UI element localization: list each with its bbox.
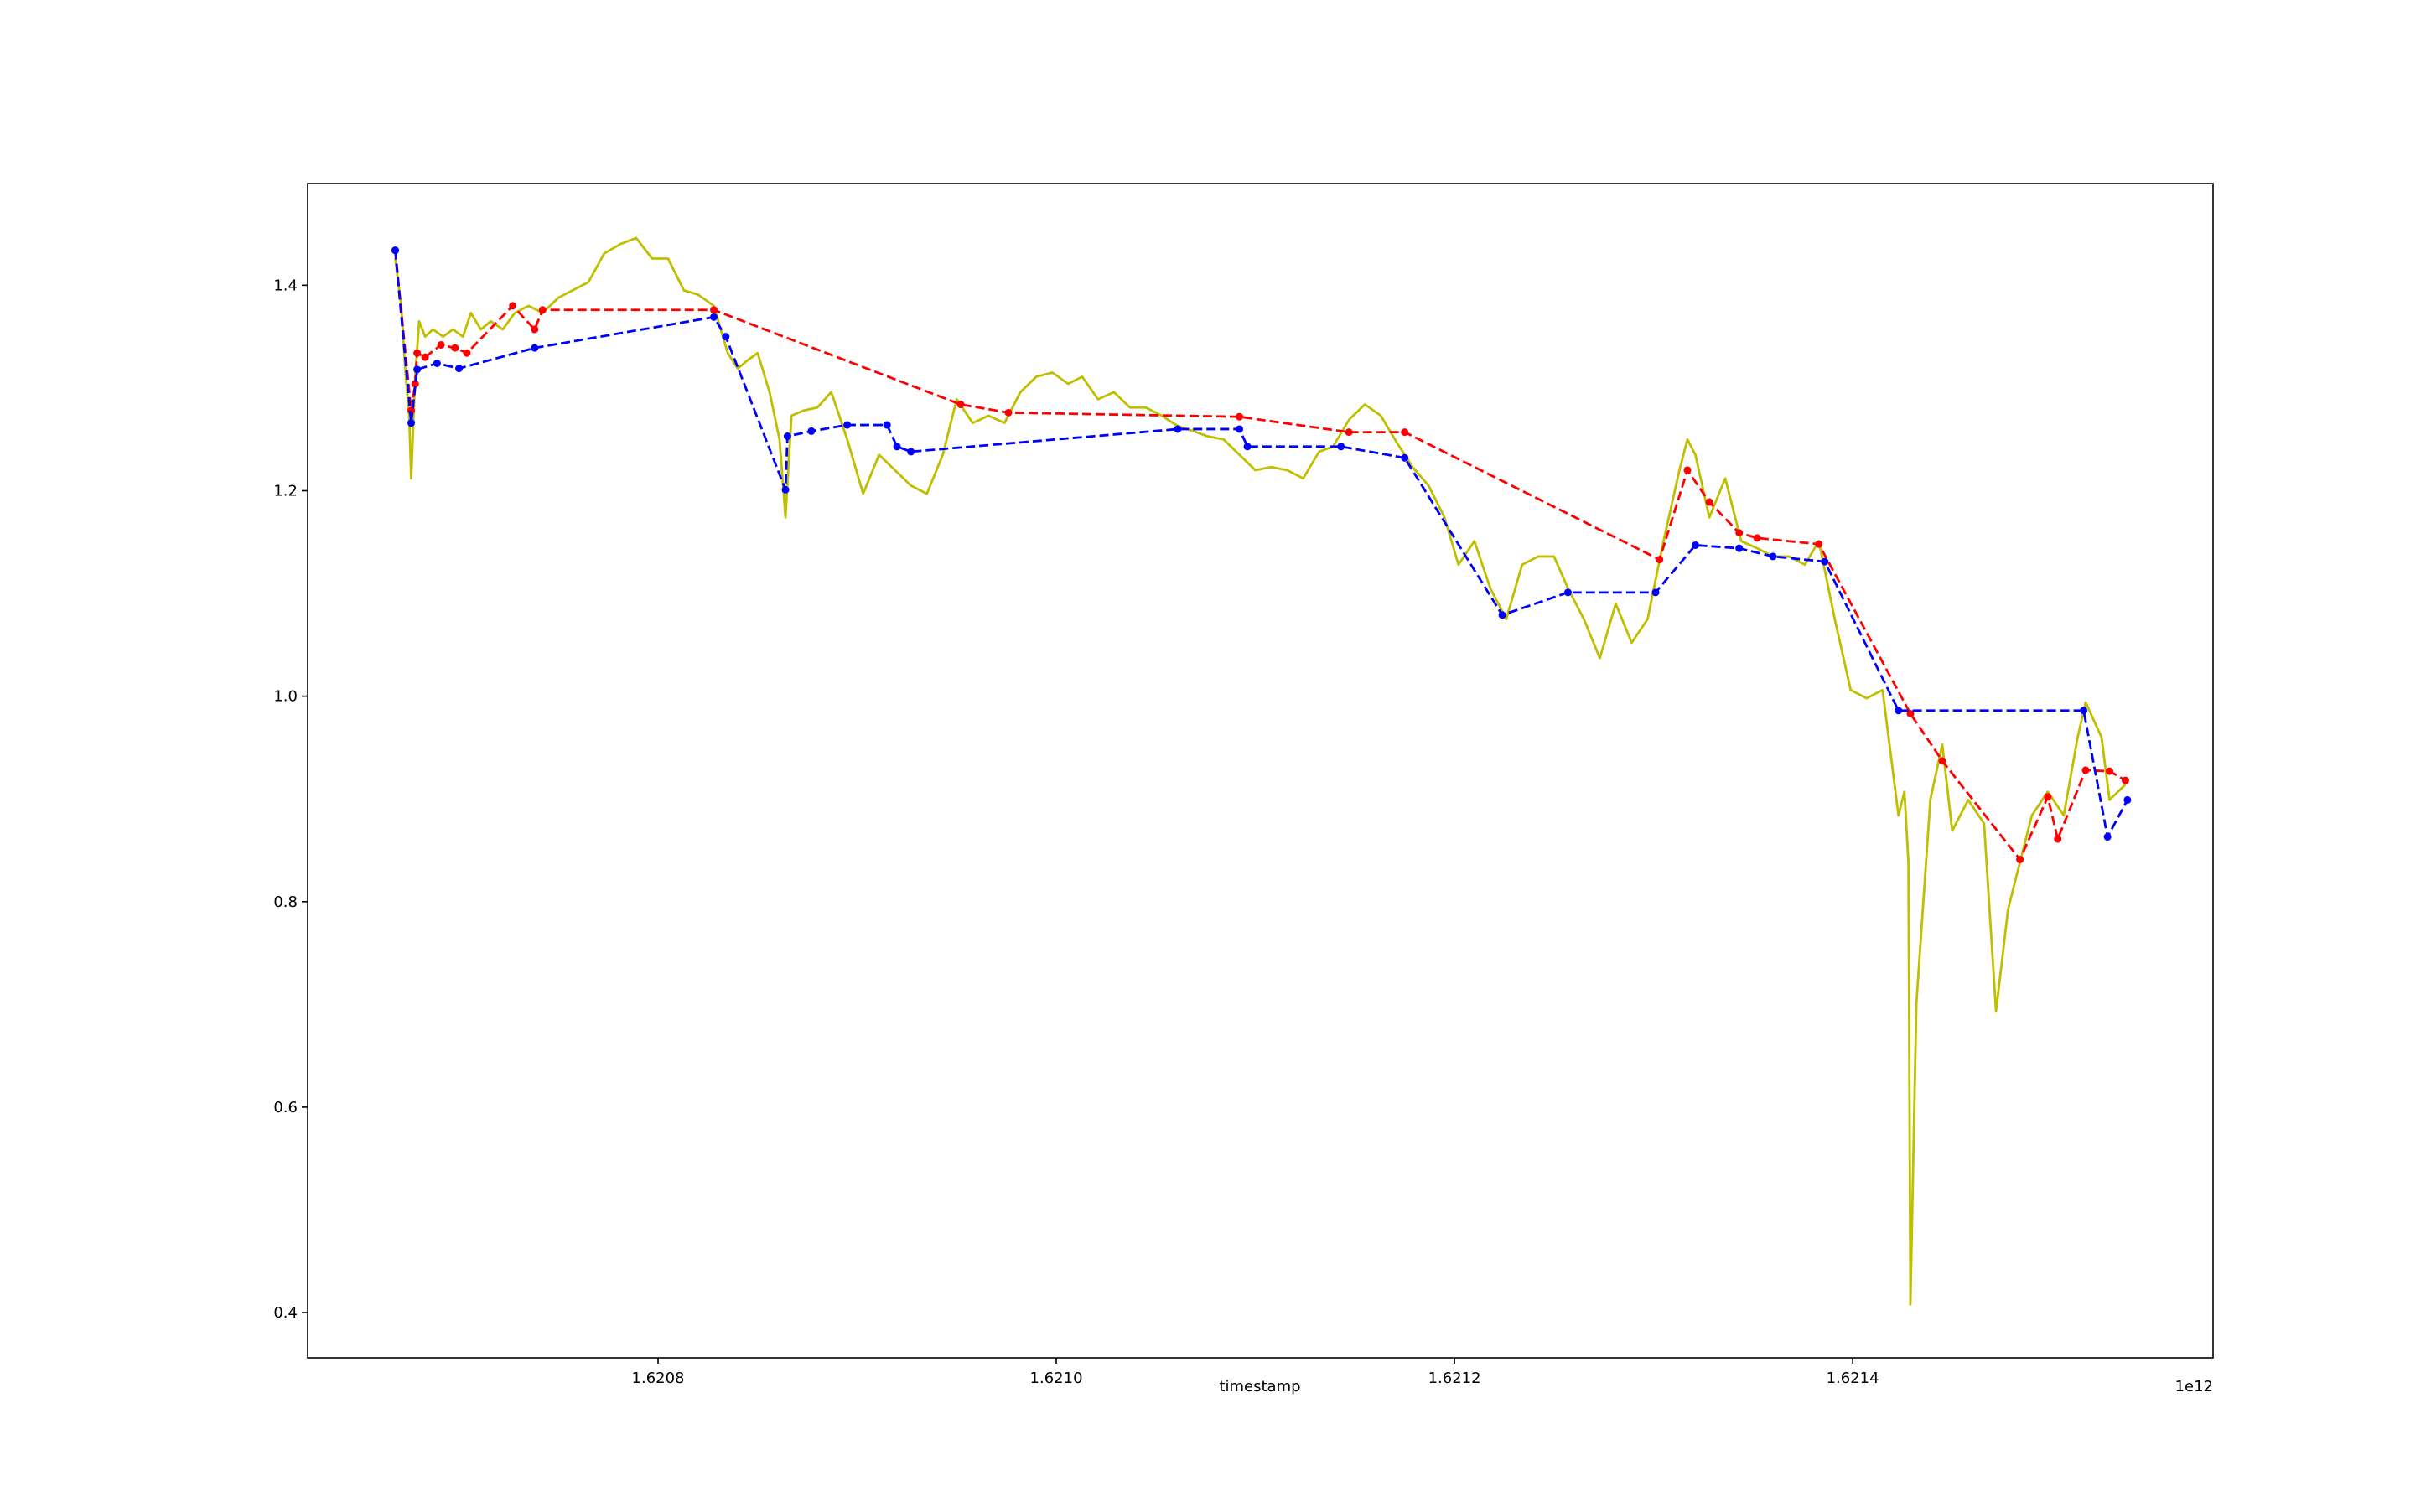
series-marker [1735,529,1744,537]
series-marker [2044,793,2052,801]
series-marker [463,349,471,357]
series-marker [1735,544,1744,552]
series-marker [531,325,539,334]
series-marker [433,360,441,368]
series-marker [1345,428,1353,437]
series-marker [413,365,422,374]
series-marker [538,306,547,314]
y-tick-label: 1.2 [273,482,298,500]
x-tick-label: 1.6212 [1428,1370,1481,1387]
y-tick-label: 1.0 [273,688,298,706]
y-tick-label: 0.6 [273,1099,298,1116]
series-marker [2103,833,2112,841]
series-marker [907,448,915,456]
x-tick-label: 1.6214 [1827,1370,1879,1387]
series-marker [1938,757,1946,765]
series-marker [722,333,730,341]
series-marker [1236,425,1244,433]
series-marker [1243,443,1252,451]
series-marker [1895,707,1903,715]
series-marker [1656,556,1664,564]
series-marker [783,432,791,441]
series-marker [1906,709,1915,717]
series-marker [1651,588,1660,597]
series-marker [807,427,816,435]
series-marker [883,421,891,429]
series-marker [455,365,464,373]
series-marker [421,353,429,361]
series-marker [710,306,718,314]
series-marker [2054,835,2062,843]
series-marker [1821,557,1829,566]
series-marker [2081,766,2090,774]
series-marker [956,401,965,409]
series-marker [1236,412,1244,421]
series-marker [531,344,539,352]
series-marker [1498,611,1506,619]
series-marker [1004,408,1013,417]
series-marker [451,344,459,352]
series-marker [2080,707,2088,715]
x-tick-label: 1.6210 [1030,1370,1083,1387]
series-line [394,236,2127,1306]
series-marker [1401,453,1409,462]
series-marker [2121,776,2129,784]
x-axis-label: timestamp [1219,1378,1300,1395]
x-offset-label: 1e12 [2175,1378,2213,1395]
series-marker [893,443,901,451]
series-marker [2123,795,2132,804]
y-tick-label: 0.8 [273,893,298,911]
series-marker [1769,552,1777,561]
series-marker [413,349,422,357]
series-marker [1174,425,1182,433]
series-marker [1337,443,1345,451]
series-marker [781,485,790,494]
series-marker [411,380,419,388]
series-marker [2016,856,2024,864]
series-marker [407,419,416,427]
x-tick-label: 1.6208 [632,1370,685,1387]
y-tick-label: 1.4 [273,277,298,294]
axes-frame [307,183,2214,1359]
series-marker [843,421,852,429]
series-marker [1683,466,1692,474]
series-marker [391,246,400,255]
plot-area [391,236,2132,1306]
y-tick-label: 0.4 [273,1304,298,1322]
series-marker [1563,588,1572,597]
series-marker [1815,540,1823,548]
series-marker [1691,541,1699,549]
series-marker [1753,534,1761,542]
series-marker [1401,428,1409,437]
series-marker [509,302,517,310]
series-marker [437,340,445,349]
series-marker [1705,498,1713,506]
series-marker [2105,767,2113,775]
series-marker [710,313,718,321]
